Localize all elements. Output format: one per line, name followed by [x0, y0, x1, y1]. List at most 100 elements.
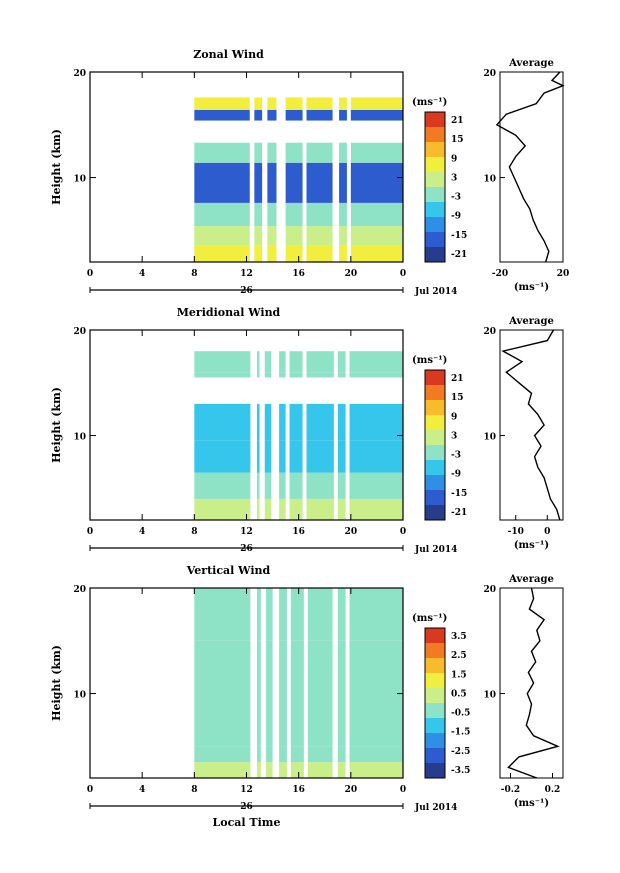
- data-gap: [259, 330, 265, 520]
- profile-y-tick-label: 20: [483, 69, 496, 79]
- colorbar-unit: (ms⁻¹): [412, 613, 447, 624]
- data-gap: [249, 72, 255, 262]
- colorbar-swatch: [425, 157, 445, 172]
- x-tick-label: 8: [191, 269, 197, 279]
- profile-x-tick-label: 0: [544, 527, 550, 537]
- colorbar-tick-label: 9: [451, 412, 457, 422]
- colorbar-swatch: [425, 475, 445, 490]
- panel-title: Zonal Wind: [193, 48, 264, 61]
- profile-frame: [499, 587, 564, 779]
- data-gap: [285, 330, 290, 520]
- data-gap: [250, 330, 257, 520]
- profile-y-tick-label: 20: [483, 585, 496, 595]
- colorbar-swatch: [425, 688, 445, 703]
- colorbar-swatch: [425, 673, 445, 688]
- data-gap: [346, 72, 351, 262]
- colorbar-tick-label: 1.5: [451, 670, 467, 680]
- colorbar-swatch: [425, 202, 445, 217]
- panel-2: Vertical Wind 0 4 8 12 16 20 0 20 10 Height (km) 26…: [50, 564, 564, 829]
- data-gap: [302, 72, 307, 262]
- colorbar-tick-label: 15: [451, 393, 464, 403]
- profile-title: Average: [508, 58, 554, 69]
- x-axis-label: Local Time: [213, 816, 281, 829]
- colorbar-swatch: [425, 658, 445, 673]
- heatmap-band: [194, 746, 403, 763]
- colorbar-swatch: [425, 643, 445, 658]
- colorbar-swatch: [425, 217, 445, 232]
- colorbar-swatch: [425, 232, 445, 247]
- colorbar-swatch: [425, 733, 445, 748]
- profile-y-tick-label: 10: [483, 691, 496, 701]
- x-tick-label: 0: [400, 269, 406, 279]
- profile-line: [495, 71, 565, 263]
- colorbar-tick-label: 15: [451, 135, 464, 145]
- colorbar-swatch: [425, 127, 445, 142]
- heatmap-band: [194, 640, 403, 747]
- colorbar-tick-label: -15: [451, 489, 467, 499]
- data-gap: [345, 330, 350, 520]
- profile-x-tick-label: -0.2: [501, 785, 520, 795]
- profile-frame: [499, 71, 564, 263]
- profile-x-tick-label: 0.2: [545, 785, 561, 795]
- colorbar-frame: [424, 111, 446, 263]
- heatmap-band: [194, 588, 403, 641]
- x-tick-label: 0: [87, 527, 93, 537]
- data-gap: [332, 588, 338, 778]
- colorbar-tick-label: -9: [451, 470, 461, 480]
- data-gap: [276, 72, 286, 262]
- data-gap: [271, 330, 280, 520]
- heatmap-band: [194, 162, 403, 203]
- heatmap-band: [194, 403, 403, 441]
- profile-frame: [499, 329, 564, 521]
- colorbar-swatch: [425, 748, 445, 763]
- day-label: 26: [240, 544, 253, 554]
- colorbar-tick-label: 3: [451, 431, 457, 441]
- data-gap: [332, 72, 340, 262]
- heatmap-band: [194, 440, 403, 473]
- colorbar-tick-label: -2.5: [451, 747, 470, 757]
- y-tick-label: 20: [73, 327, 86, 337]
- colorbar-tick-label: 21: [451, 116, 464, 126]
- data-gap: [260, 588, 267, 778]
- colorbar-swatch: [425, 445, 445, 460]
- colorbar-swatch: [425, 415, 445, 430]
- colorbar-swatch: [425, 763, 445, 778]
- x-tick-label: 20: [345, 269, 358, 279]
- profile-line: [507, 587, 560, 779]
- panel-title: Vertical Wind: [186, 564, 271, 577]
- x-tick-label: 20: [345, 785, 358, 795]
- colorbar-unit: (ms⁻¹): [412, 355, 447, 366]
- y-tick-label: 10: [73, 175, 86, 185]
- profile-title: Average: [508, 574, 554, 585]
- colorbar-tick-label: 21: [451, 374, 464, 384]
- colorbar-tick-label: 3: [451, 173, 457, 183]
- colorbar-tick-label: 0.5: [451, 689, 467, 699]
- profile-x-tick-label: -10: [508, 527, 524, 537]
- x-tick-label: 12: [240, 269, 253, 279]
- y-tick-label: 10: [73, 691, 86, 701]
- profile-line: [501, 329, 561, 521]
- profile-x-label: (ms⁻¹): [514, 540, 549, 551]
- heatmap-band: [194, 202, 403, 227]
- colorbar-swatch: [425, 385, 445, 400]
- y-tick-label: 20: [73, 69, 86, 79]
- colorbar-swatch: [425, 142, 445, 157]
- x-tick-label: 0: [87, 785, 93, 795]
- colorbar-tick-label: 2.5: [451, 651, 467, 661]
- x-tick-label: 16: [292, 269, 305, 279]
- x-tick-label: 8: [191, 785, 197, 795]
- colorbar-tick-label: -3: [451, 193, 461, 203]
- y-axis-label: Height (km): [50, 129, 63, 205]
- colorbar-swatch: [425, 460, 445, 475]
- data-gap: [345, 588, 350, 778]
- colorbar-swatch: [425, 718, 445, 733]
- colorbar-tick-label: -9: [451, 212, 461, 222]
- heatmap-band: [194, 226, 403, 246]
- colorbar-swatch: [425, 172, 445, 187]
- profile-x-tick-label: 20: [557, 269, 570, 279]
- colorbar-frame: [424, 369, 446, 521]
- colorbar-swatch: [425, 628, 445, 643]
- colorbar-swatch: [425, 370, 445, 385]
- panel-1: Meridional Wind 0 4 8 12 16 20 0 20 10 Height (km)…: [50, 306, 564, 555]
